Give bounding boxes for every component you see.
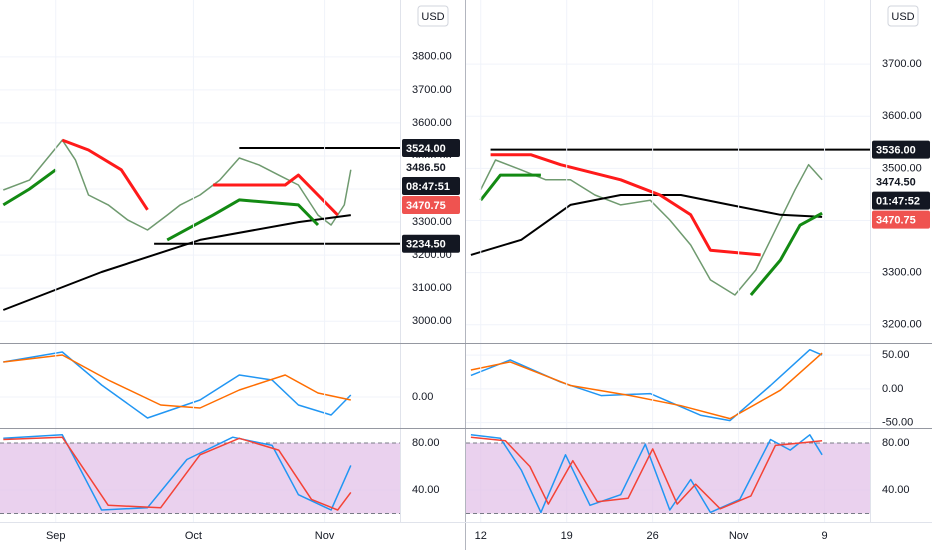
y-tick-label: 0.00: [882, 383, 903, 395]
plot-layer: [0, 0, 870, 522]
series-line: [480, 159, 823, 296]
currency-box: [417, 5, 449, 27]
series-line: [3, 436, 352, 511]
price-label: 3234.50: [406, 239, 446, 251]
price-label: 3486.50: [406, 162, 446, 174]
y-tick-label: 3200.00: [882, 319, 922, 331]
y-tick-label: 80.00: [882, 437, 910, 449]
series-line: [3, 139, 352, 231]
x-tick-label: 12: [475, 530, 487, 542]
series-line: [3, 351, 352, 419]
currency: USD: [891, 11, 914, 23]
x-tick-label: 19: [561, 530, 573, 542]
currency-box: [887, 5, 919, 27]
countdown-box: [872, 191, 930, 210]
y-tick-label: 3500.00: [882, 162, 922, 174]
price-label: 3474.50: [876, 177, 916, 189]
x-tick-label: Nov: [729, 530, 749, 542]
price-label-box: [872, 210, 930, 229]
series-line: [470, 348, 823, 422]
price-label-box: [872, 172, 930, 191]
y-tick-label: 3600.00: [412, 117, 452, 129]
y-tick-label: 80.00: [412, 437, 440, 449]
y-tick-label: 3000.00: [412, 315, 452, 327]
x-tick-label: 26: [647, 530, 659, 542]
currency: USD: [421, 11, 444, 23]
price-label: 3536.00: [876, 145, 916, 157]
y-tick-label: 40.00: [412, 484, 440, 496]
y-tick-label: 50.00: [882, 349, 910, 361]
price-label: 3470.75: [876, 215, 916, 227]
y-tick-label: 3800.00: [412, 51, 452, 63]
countdown: 01:47:52: [876, 196, 920, 208]
price-label-box: [402, 234, 460, 253]
series-line: [2, 168, 320, 242]
y-tick-label: -50.00: [882, 417, 913, 429]
price-label-box: [872, 140, 930, 159]
y-tick-label: 3300.00: [412, 216, 452, 228]
series-line: [470, 352, 823, 420]
series-line: [470, 436, 823, 510]
price-label-box: [402, 196, 460, 215]
band: [466, 443, 870, 514]
y-tick-label: 0.00: [412, 391, 433, 403]
series-line: [3, 434, 352, 511]
x-tick-label: Oct: [185, 530, 202, 542]
series-line: [490, 153, 761, 257]
y-tick-label: 3700.00: [882, 58, 922, 70]
price-label-box: [402, 139, 460, 158]
y-tick-label: 3600.00: [882, 110, 922, 122]
price-label-box: [402, 158, 460, 177]
series-line: [2, 214, 351, 311]
y-tick-label: 3300.00: [882, 267, 922, 279]
y-tick-label: 3100.00: [412, 282, 452, 294]
countdown: 08:47:51: [406, 181, 450, 193]
series-line: [470, 194, 823, 256]
x-tick-label: Sep: [46, 530, 66, 542]
y-tick-label: 3700.00: [412, 84, 452, 96]
y-tick-label: 40.00: [882, 484, 910, 496]
series-line: [3, 354, 351, 409]
price-label: 3524.00: [406, 143, 446, 155]
countdown-box: [402, 177, 460, 196]
series-line: [479, 173, 823, 296]
price-label: 3470.75: [406, 200, 446, 212]
x-tick-label: 9: [822, 530, 828, 542]
x-tick-label: Nov: [315, 530, 335, 542]
